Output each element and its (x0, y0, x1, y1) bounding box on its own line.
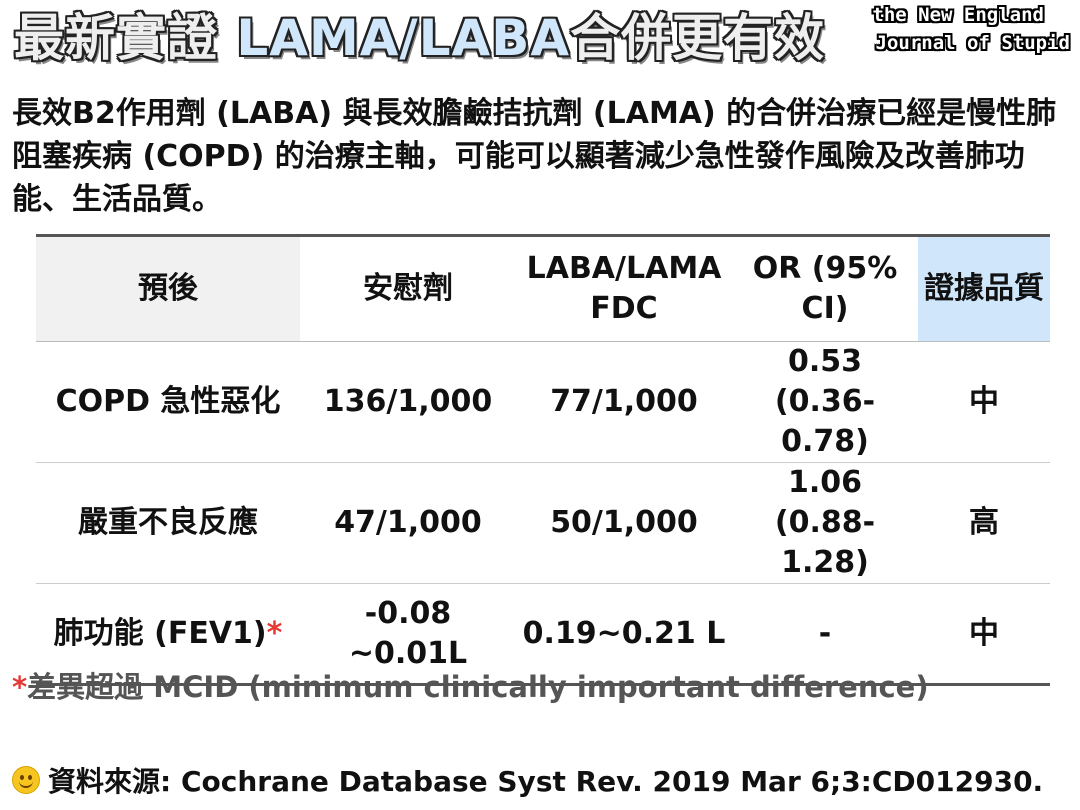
intro-paragraph: 長效B2作用劑 (LABA) 與長效膽鹼拮抗劑 (LAMA) 的合併治療已經是慢… (12, 96, 1057, 217)
cell-outcome: 嚴重不良反應 (36, 462, 300, 584)
cell-outcome: 肺功能 (FEV1)* (36, 583, 300, 686)
source-citation: 資料來源: Cochrane Database Syst Rev. 2019 M… (12, 760, 1043, 800)
significance-marker: * (266, 615, 283, 651)
cell-placebo: 136/1,000 (300, 341, 516, 463)
footnote: *差異超過 MCID (minimum clinically important… (12, 664, 929, 706)
table-row: COPD 急性惡化 136/1,000 77/1,000 0.53 (0.36-… (36, 341, 1050, 463)
cell-or: - (732, 583, 918, 686)
footnote-text: 差異超過 MCID (minimum clinically important … (27, 670, 929, 704)
header-outcome: 預後 (36, 234, 300, 342)
header-placebo: 安慰劑 (300, 234, 516, 342)
table-row: 嚴重不良反應 47/1,000 50/1,000 1.06 (0.88-1.28… (36, 462, 1050, 584)
cell-or: 0.53 (0.36-0.78) (732, 341, 918, 463)
title-part-2: LAMA/LABA (236, 9, 571, 67)
table-row: 肺功能 (FEV1)* -0.08 ~0.01L 0.19~0.21 L - 中 (36, 583, 1050, 686)
cell-fdc: 0.19~0.21 L (516, 583, 732, 686)
smiley-icon (12, 766, 40, 794)
cell-quality: 中 (918, 341, 1050, 463)
footnote-marker: * (12, 670, 28, 704)
header-or: OR (95% CI) (732, 234, 918, 342)
page-title: 最新實證 LAMA/LABA合併更有效 (14, 2, 825, 74)
source-text: 資料來源: Cochrane Database Syst Rev. 2019 M… (48, 765, 1044, 798)
logo-line-1: the New England (872, 4, 1044, 26)
table-header-row: 預後 安慰劑 LABA/LAMA FDC OR (95% CI) 證據品質 (36, 234, 1050, 342)
cell-quality: 中 (918, 583, 1050, 686)
title-part-1: 最新實證 (14, 9, 237, 67)
logo-line-2: Journal of Stupid (875, 32, 1070, 54)
cell-placebo: -0.08 ~0.01L (300, 583, 516, 686)
results-table: 預後 安慰劑 LABA/LAMA FDC OR (95% CI) 證據品質 CO… (36, 234, 1050, 686)
cell-fdc: 77/1,000 (516, 341, 732, 463)
header-fdc: LABA/LAMA FDC (516, 234, 732, 342)
cell-outcome: COPD 急性惡化 (36, 341, 300, 463)
cell-quality: 高 (918, 462, 1050, 584)
cell-or: 1.06 (0.88-1.28) (732, 462, 918, 584)
title-part-3: 合併更有效 (570, 9, 826, 67)
cell-fdc: 50/1,000 (516, 462, 732, 584)
header-quality: 證據品質 (918, 234, 1050, 342)
journal-logo: the New England Journal of Stupid (844, 4, 1074, 60)
cell-placebo: 47/1,000 (300, 462, 516, 584)
